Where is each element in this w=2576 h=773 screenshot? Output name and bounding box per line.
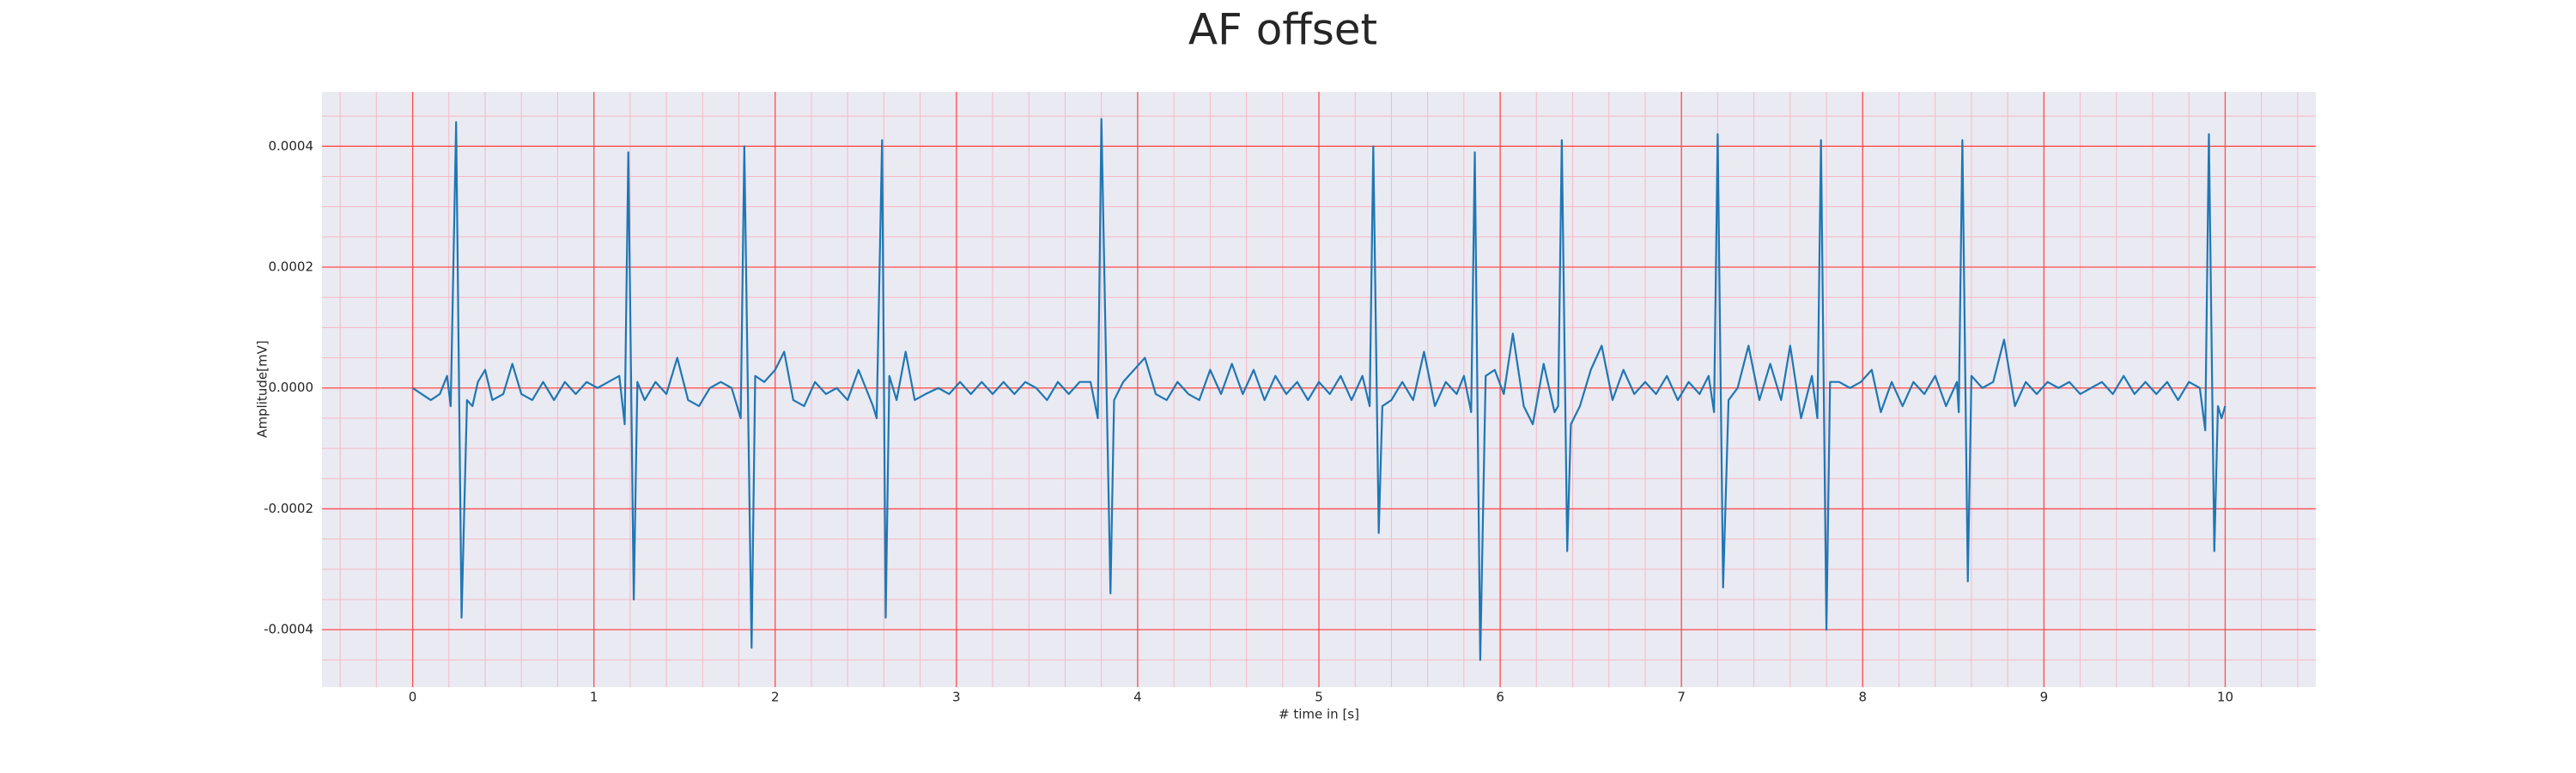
chart-title: AF offset <box>1188 5 1377 55</box>
x-tick-label: 8 <box>1858 690 1867 705</box>
y-tick-label: 0.0000 <box>269 380 314 395</box>
major-grid <box>322 92 2316 687</box>
x-tick-label: 4 <box>1133 690 1142 705</box>
x-tick-label: 10 <box>2217 690 2233 705</box>
series <box>411 118 2227 661</box>
signal-line <box>411 118 2227 661</box>
x-tick-label: 3 <box>952 690 961 705</box>
y-tick-label: 0.0002 <box>269 259 314 275</box>
y-axis-label: Amplitude[mV] <box>255 340 270 437</box>
x-tick-label: 0 <box>409 690 417 705</box>
x-tick-label: 6 <box>1496 690 1504 705</box>
x-tick-label: 2 <box>771 690 780 705</box>
y-tick-label: -0.0004 <box>264 622 313 637</box>
x-axis-label: # time in [s] <box>1279 707 1359 722</box>
x-tick-label: 7 <box>1677 690 1686 705</box>
y-tick-label: -0.0002 <box>264 501 313 516</box>
y-tick-label: 0.0004 <box>269 138 314 154</box>
x-tick-label: 5 <box>1315 690 1323 705</box>
x-tick-label: 9 <box>2040 690 2049 705</box>
tick-labels: 0 1 2 3 4 5 6 7 8 9 10 -0.0004 -0.0002 0.0000 0.0002 0.… <box>264 138 2233 705</box>
x-tick-label: 1 <box>590 690 598 705</box>
